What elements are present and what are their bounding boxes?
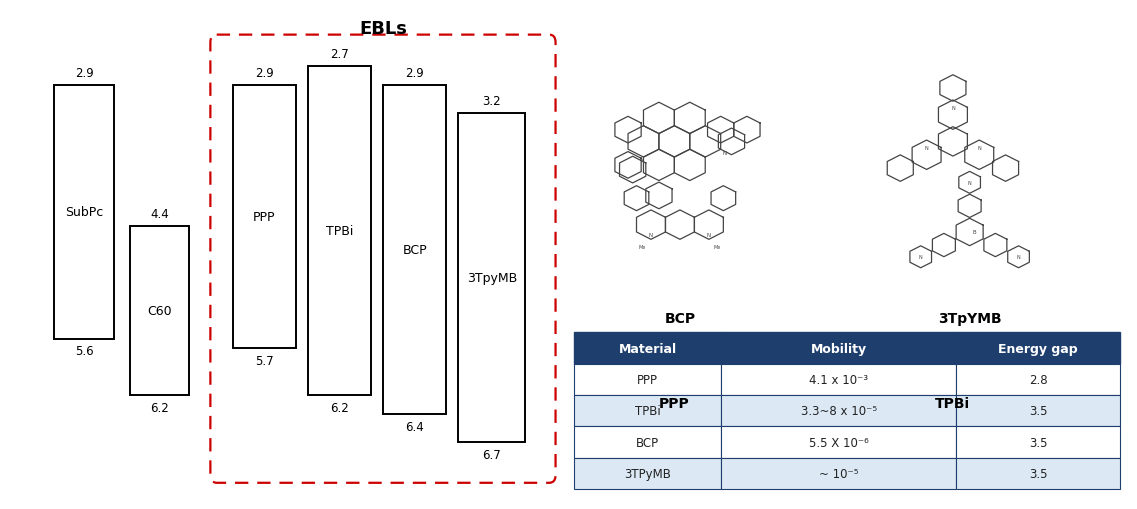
- Text: N: N: [978, 146, 981, 151]
- Text: 6.4: 6.4: [405, 420, 424, 433]
- Text: 5.6: 5.6: [75, 345, 93, 358]
- Text: 2.9: 2.9: [75, 67, 93, 80]
- Text: B: B: [972, 230, 977, 235]
- Bar: [722, 427, 956, 458]
- Text: 3TpyMB: 3TpyMB: [466, 271, 517, 285]
- Text: TPBi: TPBi: [325, 224, 354, 238]
- Text: N: N: [707, 233, 711, 238]
- Text: Me: Me: [639, 245, 646, 250]
- Bar: [574, 364, 722, 395]
- Text: N: N: [649, 233, 653, 238]
- Text: 2.9: 2.9: [255, 67, 274, 80]
- Text: N: N: [951, 106, 955, 110]
- Text: PPP: PPP: [252, 210, 275, 223]
- Text: Energy gap: Energy gap: [998, 342, 1078, 355]
- Bar: [383, 86, 447, 414]
- Text: Me: Me: [714, 245, 721, 250]
- Bar: [722, 395, 956, 427]
- Text: 6.7: 6.7: [482, 448, 501, 461]
- Text: 4.1 x 10⁻³: 4.1 x 10⁻³: [810, 373, 869, 386]
- Bar: [574, 333, 722, 364]
- Text: BCP: BCP: [402, 243, 426, 257]
- Text: N: N: [1016, 255, 1020, 260]
- Text: 3.2: 3.2: [482, 95, 501, 108]
- Bar: [458, 114, 525, 442]
- Bar: [722, 333, 956, 364]
- Text: BCP: BCP: [637, 436, 659, 448]
- Bar: [722, 458, 956, 489]
- Bar: [956, 395, 1120, 427]
- Text: TPBi: TPBi: [936, 397, 971, 411]
- Text: PPP: PPP: [637, 373, 658, 386]
- Bar: [574, 427, 722, 458]
- Text: 2.7: 2.7: [330, 48, 349, 61]
- Text: SubPc: SubPc: [65, 206, 103, 219]
- Text: Mobility: Mobility: [811, 342, 866, 355]
- Text: BCP: BCP: [664, 311, 696, 325]
- Text: 4.4: 4.4: [150, 208, 168, 221]
- Text: 2.9: 2.9: [405, 67, 424, 80]
- Bar: [308, 67, 371, 395]
- Text: EBLs: EBLs: [359, 20, 407, 38]
- Text: TPBi: TPBi: [634, 404, 661, 417]
- Text: 6.2: 6.2: [330, 401, 349, 414]
- Bar: [574, 395, 722, 427]
- Bar: [722, 364, 956, 395]
- Text: ~ 10⁻⁵: ~ 10⁻⁵: [819, 467, 858, 480]
- Text: 5.7: 5.7: [255, 354, 274, 367]
- Text: Material: Material: [619, 342, 677, 355]
- Bar: [956, 364, 1120, 395]
- Bar: [574, 458, 722, 489]
- Text: C60: C60: [147, 304, 172, 318]
- Text: 5.5 X 10⁻⁶: 5.5 X 10⁻⁶: [810, 436, 869, 448]
- Bar: [55, 86, 114, 339]
- Bar: [956, 427, 1120, 458]
- Text: N: N: [722, 151, 727, 156]
- Bar: [956, 333, 1120, 364]
- Bar: [956, 458, 1120, 489]
- Bar: [130, 227, 189, 395]
- Text: 3.5: 3.5: [1029, 436, 1047, 448]
- Text: 3.3~8 x 10⁻⁵: 3.3~8 x 10⁻⁵: [800, 404, 877, 417]
- Text: 3TPyMB: 3TPyMB: [624, 467, 671, 480]
- Text: 3TpYMB: 3TpYMB: [938, 311, 1002, 325]
- Text: N: N: [968, 181, 971, 185]
- Text: 6.2: 6.2: [150, 401, 168, 414]
- Text: 3.5: 3.5: [1029, 404, 1047, 417]
- Text: N: N: [924, 146, 929, 151]
- Text: 3.5: 3.5: [1029, 467, 1047, 480]
- Text: 2.8: 2.8: [1029, 373, 1047, 386]
- Text: N: N: [639, 157, 644, 162]
- Text: PPP: PPP: [659, 397, 690, 411]
- Bar: [233, 86, 296, 349]
- Text: N: N: [919, 255, 922, 260]
